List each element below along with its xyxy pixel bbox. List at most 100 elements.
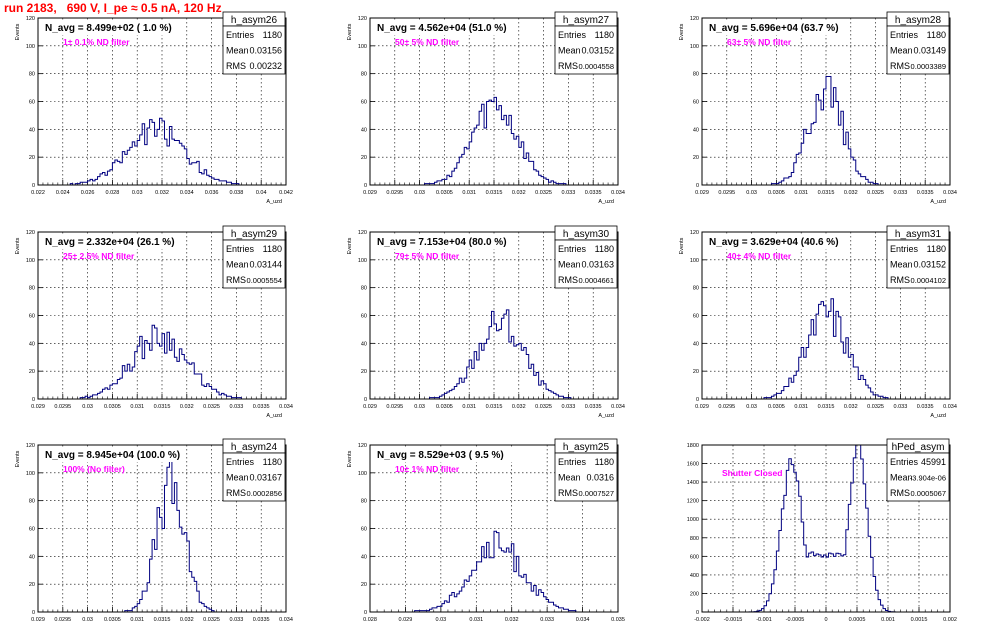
y-tick-label: 100 [26, 258, 35, 264]
x-tick-label: 0.0315 [486, 190, 503, 196]
stats-value-mean: 0.03167 [249, 473, 282, 483]
x-tick-label: 0.002 [943, 617, 957, 622]
title-box [706, 234, 850, 249]
x-tick-label: 0.0305 [768, 190, 785, 196]
title-box [374, 234, 518, 249]
stats-box [222, 452, 286, 502]
stats-value-rms: 0.0004558 [579, 62, 614, 71]
x-tick-label: 0.04 [256, 190, 267, 196]
histogram-name: h_asym25 [563, 442, 610, 453]
x-tick-label: 0.0315 [154, 404, 171, 410]
x-tick-label: 0.0315 [486, 404, 503, 410]
plot-frame [701, 444, 951, 613]
x-tick-label: 0.032 [155, 190, 169, 196]
stats-label-mean: Mean [890, 473, 913, 483]
stats-box [222, 25, 286, 75]
x-tick-label: 0.034 [180, 190, 194, 196]
x-tick-label: 0.034 [576, 617, 590, 622]
x-tick-label: 0.028 [363, 617, 377, 622]
y-tick-label: 120 [26, 230, 35, 236]
x-tick-label: 0.03 [132, 190, 143, 196]
histogram-title: N_avg = 2.332e+04 (26.1 %) [45, 237, 175, 248]
y-tick-label: 40 [693, 341, 699, 347]
y-tick-label: 0 [32, 610, 35, 616]
y-tick-label: 120 [26, 16, 35, 22]
plot-frame [701, 231, 951, 400]
x-tick-label: 0.032 [180, 617, 194, 622]
x-tick-label: 0.0325 [203, 617, 220, 622]
filter-annotation: 1± 0.1% ND filter [63, 37, 130, 47]
histogram-panel-h_asym25: 0.028 0.029 0.03 0.031 0.032 0.033 0.034 0.035 0… [347, 438, 625, 622]
stats-label-rms: RMS [890, 488, 910, 498]
x-tick-label: 0.0015 [911, 617, 928, 622]
histogram-panel-h_asym27: 0.029 0.0295 0.03 0.0305 0.031 0.0315 0.032 0.0… [347, 11, 625, 205]
stats-label-rms: RMS [890, 275, 910, 285]
x-tick-label: 0.031 [130, 617, 144, 622]
stats-label-entries: Entries [890, 30, 919, 40]
stats-label-mean: Mean [890, 260, 913, 270]
x-tick-label: 0.034 [279, 617, 293, 622]
histogram-line [370, 309, 618, 400]
y-tick-label: 20 [693, 369, 699, 375]
y-tick-label: 1600 [687, 462, 699, 468]
y-tick-label: 400 [690, 573, 699, 579]
y-tick-label: 20 [29, 155, 35, 161]
histogram-panel-h_asym31: 0.029 0.0295 0.03 0.0305 0.031 0.0315 0.032 0.0… [679, 225, 957, 419]
x-tick-label: 0.0305 [436, 190, 453, 196]
histogram-line [370, 530, 618, 613]
stats-value-mean: 0.03152 [913, 260, 946, 270]
x-tick-label: 0.0325 [535, 404, 552, 410]
y-axis-label: Events [679, 23, 685, 40]
x-tick-label: 0.0295 [386, 404, 403, 410]
title-box [42, 447, 186, 462]
plot-frame [369, 444, 619, 613]
y-tick-label: 0 [364, 610, 367, 616]
x-tick-label: 0.0335 [585, 404, 602, 410]
stats-value-mean: 0.03163 [581, 260, 614, 270]
y-axis-label: Events [15, 23, 21, 40]
histogram-name: h_asym26 [231, 15, 278, 26]
stats-value-rms: 0.0005067 [911, 489, 946, 498]
filter-annotation: 100% (No filter) [63, 464, 125, 474]
y-tick-label: 20 [693, 155, 699, 161]
y-tick-label: 60 [693, 100, 699, 106]
histogram-name: h_asym24 [231, 442, 278, 453]
x-tick-label: 0.035 [611, 617, 625, 622]
stats-box [222, 239, 286, 289]
y-tick-label: 0 [696, 183, 699, 189]
histogram-title: N_avg = 3.629e+04 (40.6 %) [709, 237, 839, 248]
x-tick-label: 0.03 [746, 404, 757, 410]
stats-label-entries: Entries [890, 457, 919, 467]
x-tick-label: 0.032 [844, 404, 858, 410]
y-tick-label: 40 [361, 554, 367, 560]
x-tick-label: 0.0325 [203, 404, 220, 410]
stats-value-entries: 1180 [927, 30, 946, 40]
plot-frame [701, 17, 951, 186]
y-tick-label: 1800 [687, 443, 699, 449]
x-tick-label: 0.0325 [867, 404, 884, 410]
x-tick-label: 0.038 [230, 190, 244, 196]
histogram-title: N_avg = 8.499e+02 ( 1.0 %) [45, 23, 172, 34]
x-tick-label: 0.029 [695, 190, 709, 196]
x-tick-label: 0.0325 [867, 190, 884, 196]
y-tick-label: 120 [358, 443, 367, 449]
x-axis-label: A_uzd [930, 413, 946, 419]
y-axis-label: Events [347, 237, 353, 254]
x-tick-label: 0.0295 [54, 404, 71, 410]
x-tick-label: 0.033 [894, 190, 908, 196]
stats-value-rms: 0.0002856 [247, 489, 282, 498]
x-tick-label: 0.0295 [718, 190, 735, 196]
x-tick-label: 0.033 [894, 404, 908, 410]
y-tick-label: 80 [29, 72, 35, 78]
y-tick-label: 200 [690, 591, 699, 597]
stats-label-rms: RMS [558, 61, 578, 71]
x-axis-label: A_uzd [930, 199, 946, 205]
x-tick-label: 0.0335 [253, 617, 270, 622]
stats-label-mean: Mean [226, 46, 249, 56]
y-tick-label: 100 [358, 471, 367, 477]
x-tick-label: 0.034 [279, 404, 293, 410]
figure-title: run 2183, 690 V, I_pe ≈ 0.5 nA, 120 Hz [4, 1, 222, 15]
x-tick-label: 0 [824, 617, 827, 622]
histogram-title: N_avg = 5.696e+04 (63.7 %) [709, 23, 839, 34]
y-tick-label: 80 [29, 286, 35, 292]
